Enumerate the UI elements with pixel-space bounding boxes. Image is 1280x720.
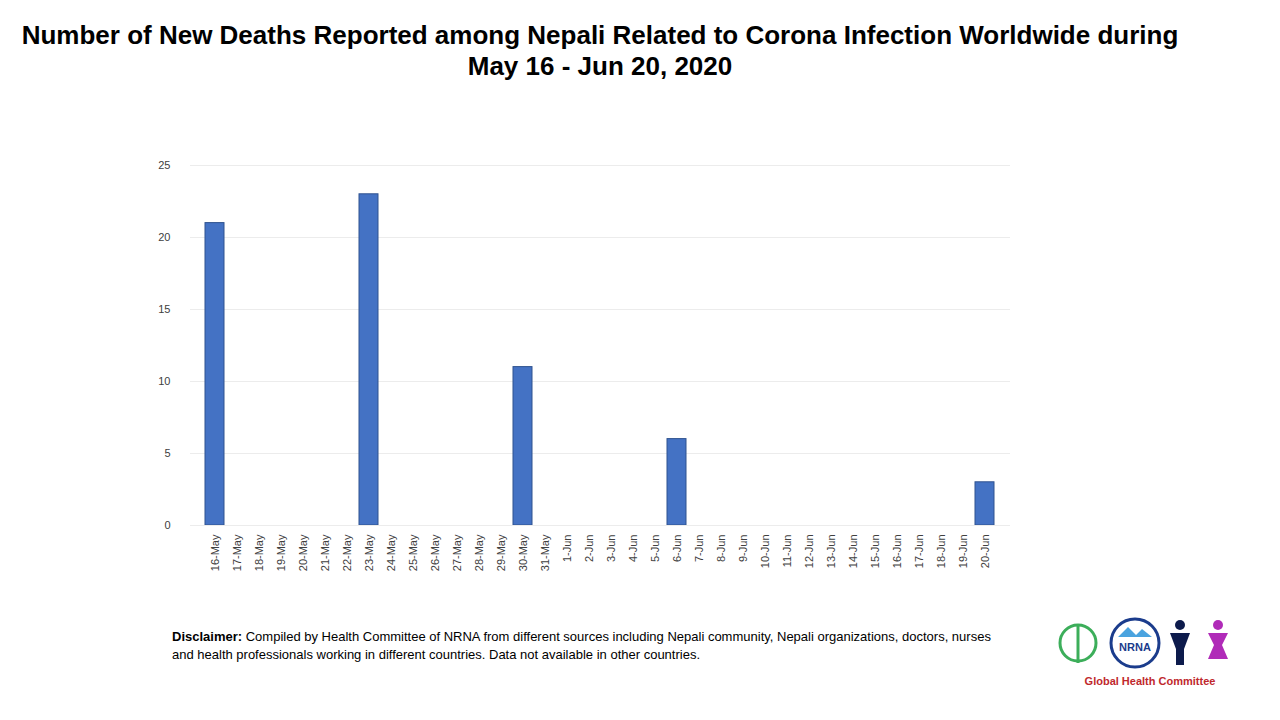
svg-text:17-May: 17-May (231, 534, 243, 571)
svg-text:23-May: 23-May (363, 534, 375, 571)
svg-text:15: 15 (158, 303, 170, 315)
svg-text:12-Jun: 12-Jun (803, 535, 815, 569)
svg-text:20-Jun: 20-Jun (979, 535, 991, 569)
svg-text:6-Jun: 6-Jun (671, 535, 683, 563)
svg-text:25: 25 (158, 159, 170, 171)
svg-text:11-Jun: 11-Jun (781, 535, 793, 568)
html-text:Number of New Deaths Reported: Number of New Deaths Reported among Nepa… (21, 20, 1179, 81)
svg-text:25-May: 25-May (407, 534, 419, 571)
svg-text:31-May: 31-May (539, 534, 551, 571)
svg-text:18-May: 18-May (253, 534, 265, 571)
svg-text:5: 5 (164, 447, 170, 459)
svg-text:9-Jun: 9-Jun (737, 535, 749, 563)
svg-text:13-Jun: 13-Jun (825, 535, 837, 569)
svg-text:NRNA: NRNA (1119, 641, 1151, 653)
svg-text:7-Jun: 7-Jun (693, 535, 705, 563)
svg-text:Global Health Committee: Global Health Committee (1085, 675, 1216, 687)
svg-text:19-Jun: 19-Jun (957, 535, 969, 569)
svg-text:18-Jun: 18-Jun (935, 535, 947, 569)
svg-text:20: 20 (158, 231, 170, 243)
svg-text:17-Jun: 17-Jun (913, 535, 925, 569)
svg-text:5-Jun: 5-Jun (649, 535, 661, 563)
svg-text:3-Jun: 3-Jun (605, 535, 617, 563)
svg-text:20-May: 20-May (297, 534, 309, 571)
svg-text:2-Jun: 2-Jun (583, 535, 595, 563)
svg-text:29-May: 29-May (495, 534, 507, 571)
svg-text:19-May: 19-May (275, 534, 287, 571)
svg-text:0: 0 (164, 519, 170, 531)
svg-text:24-May: 24-May (385, 534, 397, 571)
svg-text:27-May: 27-May (451, 534, 463, 571)
svg-text:30-May: 30-May (517, 534, 529, 571)
svg-text:10-Jun: 10-Jun (759, 535, 771, 569)
svg-text:10: 10 (158, 375, 170, 387)
svg-text:15-Jun: 15-Jun (869, 535, 881, 569)
svg-text:16-May: 16-May (209, 534, 221, 571)
svg-text:22-May: 22-May (341, 534, 353, 571)
svg-text:16-Jun: 16-Jun (891, 535, 903, 569)
svg-text:28-May: 28-May (473, 534, 485, 571)
svg-text:4-Jun: 4-Jun (627, 535, 639, 563)
svg-text:1-Jun: 1-Jun (561, 535, 573, 563)
svg-text:8-Jun: 8-Jun (715, 535, 727, 563)
svg-text:14-Jun: 14-Jun (847, 535, 859, 569)
svg-text:21-May: 21-May (319, 534, 331, 571)
svg-text:26-May: 26-May (429, 534, 441, 571)
html-text:Disclaimer: Compiled by Health: Disclaimer: Compiled by Health Committee… (172, 629, 991, 662)
